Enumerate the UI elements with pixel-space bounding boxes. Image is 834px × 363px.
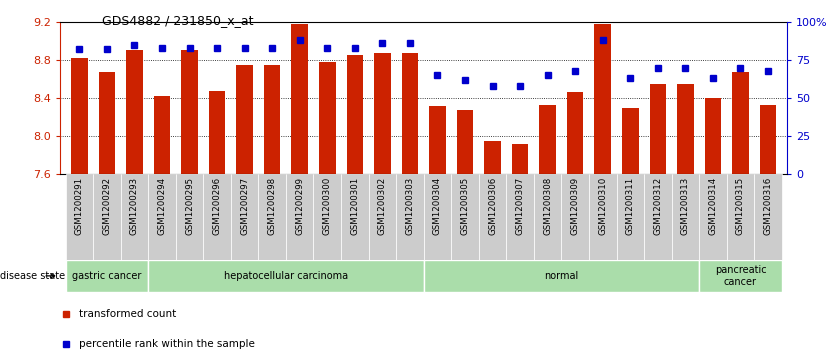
Text: GSM1200314: GSM1200314: [708, 177, 717, 235]
Bar: [424, 174, 451, 260]
Bar: [726, 174, 754, 260]
Text: GSM1200310: GSM1200310: [598, 177, 607, 235]
Bar: [369, 174, 396, 260]
Text: GDS4882 / 231850_x_at: GDS4882 / 231850_x_at: [102, 15, 254, 28]
Text: GSM1200299: GSM1200299: [295, 177, 304, 235]
Bar: [347, 55, 363, 174]
Bar: [402, 53, 418, 174]
Bar: [176, 174, 203, 260]
Bar: [153, 96, 170, 174]
Text: GSM1200311: GSM1200311: [626, 177, 635, 235]
Bar: [595, 24, 611, 174]
Text: GSM1200315: GSM1200315: [736, 177, 745, 235]
Text: GSM1200304: GSM1200304: [433, 177, 442, 235]
Bar: [540, 105, 556, 174]
Text: GSM1200309: GSM1200309: [570, 177, 580, 235]
Text: GSM1200308: GSM1200308: [543, 177, 552, 235]
Text: transformed count: transformed count: [79, 309, 176, 319]
Text: GSM1200312: GSM1200312: [653, 177, 662, 235]
Text: GSM1200305: GSM1200305: [460, 177, 470, 235]
Bar: [181, 50, 198, 174]
Text: GSM1200300: GSM1200300: [323, 177, 332, 235]
Bar: [671, 174, 699, 260]
Bar: [589, 174, 616, 260]
Text: GSM1200294: GSM1200294: [158, 177, 167, 235]
Bar: [259, 174, 286, 260]
Bar: [319, 62, 335, 174]
Text: GSM1200291: GSM1200291: [75, 177, 84, 235]
Text: GSM1200316: GSM1200316: [763, 177, 772, 235]
Bar: [314, 174, 341, 260]
Bar: [203, 174, 231, 260]
Bar: [126, 50, 143, 174]
Bar: [457, 110, 473, 174]
Bar: [705, 98, 721, 174]
Text: GSM1200301: GSM1200301: [350, 177, 359, 235]
Text: GSM1200296: GSM1200296: [213, 177, 222, 235]
Bar: [341, 174, 369, 260]
Bar: [485, 141, 500, 174]
Text: GSM1200292: GSM1200292: [103, 177, 112, 235]
Text: GSM1200302: GSM1200302: [378, 177, 387, 235]
Bar: [616, 174, 644, 260]
Bar: [699, 174, 726, 260]
Bar: [534, 174, 561, 260]
Bar: [396, 174, 424, 260]
Bar: [644, 174, 671, 260]
Bar: [236, 65, 253, 174]
Text: hepatocellular carcinoma: hepatocellular carcinoma: [224, 271, 348, 281]
Bar: [622, 107, 639, 174]
Bar: [451, 174, 479, 260]
Bar: [424, 260, 699, 292]
Bar: [699, 260, 781, 292]
Text: GSM1200297: GSM1200297: [240, 177, 249, 235]
Bar: [561, 174, 589, 260]
Bar: [754, 174, 781, 260]
Text: GSM1200303: GSM1200303: [405, 177, 414, 235]
Text: GSM1200307: GSM1200307: [515, 177, 525, 235]
Bar: [506, 174, 534, 260]
Text: percentile rank within the sample: percentile rank within the sample: [79, 339, 255, 349]
Bar: [374, 53, 390, 174]
Bar: [567, 92, 584, 174]
Bar: [98, 72, 115, 174]
Text: normal: normal: [545, 271, 579, 281]
Text: pancreatic
cancer: pancreatic cancer: [715, 265, 766, 287]
Bar: [208, 91, 225, 174]
Bar: [430, 106, 445, 174]
Text: GSM1200293: GSM1200293: [130, 177, 139, 235]
Bar: [71, 58, 88, 174]
Bar: [650, 84, 666, 174]
Bar: [760, 105, 776, 174]
Bar: [148, 174, 176, 260]
Text: disease state: disease state: [0, 271, 65, 281]
Bar: [66, 260, 148, 292]
Bar: [286, 174, 314, 260]
Bar: [264, 65, 280, 174]
Bar: [231, 174, 259, 260]
Bar: [677, 84, 694, 174]
Text: GSM1200298: GSM1200298: [268, 177, 277, 235]
Bar: [121, 174, 148, 260]
Bar: [512, 144, 529, 174]
Bar: [93, 174, 121, 260]
Text: gastric cancer: gastric cancer: [73, 271, 142, 281]
Text: GSM1200313: GSM1200313: [681, 177, 690, 235]
Bar: [291, 24, 308, 174]
Bar: [66, 174, 93, 260]
Bar: [479, 174, 506, 260]
Bar: [148, 260, 424, 292]
Bar: [732, 72, 749, 174]
Text: GSM1200295: GSM1200295: [185, 177, 194, 235]
Text: GSM1200306: GSM1200306: [488, 177, 497, 235]
